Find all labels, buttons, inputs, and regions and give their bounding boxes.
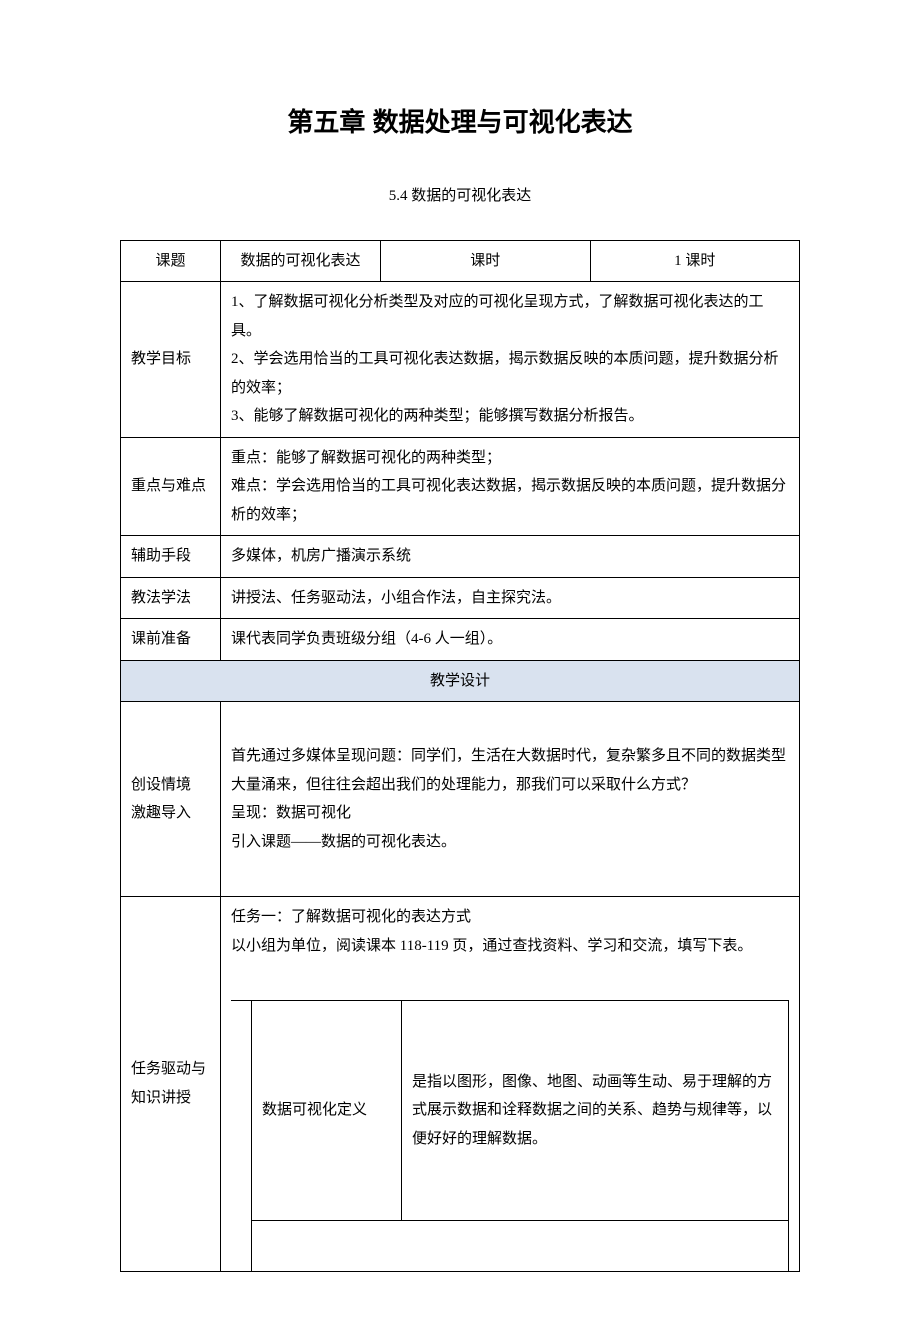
aids-row: 辅助手段 多媒体，机房广播演示系统 [121, 536, 800, 578]
aids-label: 辅助手段 [121, 536, 221, 578]
inner-table: 数据可视化定义 是指以图形，图像、地图、动画等生动、易于理解的方式展示数据和诠释… [231, 1000, 789, 1271]
intro-content: 首先通过多媒体呈现问题：同学们，生活在大数据时代，复杂繁多且不同的数据类型大量涌… [221, 702, 800, 897]
objective-content: 1、了解数据可视化分析类型及对应的可视化呈现方式，了解数据可视化表达的工具。2、… [221, 282, 800, 438]
header-row: 课题 数据的可视化表达 课时 1 课时 [121, 240, 800, 282]
keypoints-label: 重点与难点 [121, 437, 221, 536]
aids-content: 多媒体，机房广播演示系统 [221, 536, 800, 578]
task-label: 任务驱动与知识讲授 [121, 897, 221, 1272]
chapter-title: 第五章 数据处理与可视化表达 [120, 100, 800, 144]
intro-label: 创设情境激趣导入 [121, 702, 221, 897]
section-title: 5.4 数据的可视化表达 [120, 184, 800, 210]
objective-row: 教学目标 1、了解数据可视化分析类型及对应的可视化呈现方式，了解数据可视化表达的… [121, 282, 800, 438]
time-label: 课时 [381, 240, 591, 282]
time-value: 1 课时 [590, 240, 800, 282]
lesson-plan-table: 课题 数据的可视化表达 课时 1 课时 教学目标 1、了解数据可视化分析类型及对… [120, 240, 800, 1272]
task-row: 任务驱动与知识讲授 任务一：了解数据可视化的表达方式以小组为单位，阅读课本 11… [121, 897, 800, 1272]
topic-label: 课题 [121, 240, 221, 282]
intro-row: 创设情境激趣导入 首先通过多媒体呈现问题：同学们，生活在大数据时代，复杂繁多且不… [121, 702, 800, 897]
inner-def-content: 是指以图形，图像、地图、动画等生动、易于理解的方式展示数据和诠释数据之间的关系、… [402, 1001, 789, 1221]
methods-content: 讲授法、任务驱动法，小组合作法，自主探究法。 [221, 577, 800, 619]
objective-label: 教学目标 [121, 282, 221, 438]
prep-content: 课代表同学负责班级分组（4-6 人一组）。 [221, 619, 800, 661]
inner-spacer [231, 1001, 252, 1271]
inner-def-label: 数据可视化定义 [252, 1001, 402, 1221]
prep-label: 课前准备 [121, 619, 221, 661]
keypoints-row: 重点与难点 重点：能够了解数据可视化的两种类型；难点：学会选用恰当的工具可视化表… [121, 437, 800, 536]
methods-row: 教法学法 讲授法、任务驱动法，小组合作法，自主探究法。 [121, 577, 800, 619]
task-content-cell: 任务一：了解数据可视化的表达方式以小组为单位，阅读课本 118-119 页，通过… [221, 897, 800, 1272]
design-header: 教学设计 [121, 660, 800, 702]
prep-row: 课前准备 课代表同学负责班级分组（4-6 人一组）。 [121, 619, 800, 661]
design-header-row: 教学设计 [121, 660, 800, 702]
methods-label: 教法学法 [121, 577, 221, 619]
task-intro: 任务一：了解数据可视化的表达方式以小组为单位，阅读课本 118-119 页，通过… [231, 903, 789, 960]
keypoints-content: 重点：能够了解数据可视化的两种类型；难点：学会选用恰当的工具可视化表达数据，揭示… [221, 437, 800, 536]
inner-bottom-spacer [252, 1221, 789, 1271]
topic-value: 数据的可视化表达 [221, 240, 381, 282]
